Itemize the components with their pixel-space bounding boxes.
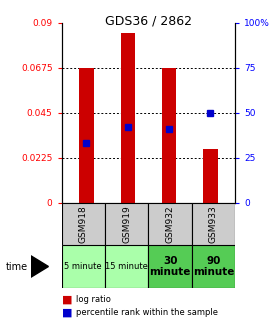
Bar: [148, 203, 192, 245]
Text: 30
minute: 30 minute: [150, 256, 191, 277]
Bar: [79, 68, 94, 203]
Bar: [148, 245, 192, 288]
Text: GSM933: GSM933: [209, 205, 218, 243]
Text: GSM918: GSM918: [79, 205, 88, 243]
Text: time: time: [6, 262, 28, 271]
Bar: [105, 245, 148, 288]
Bar: [105, 203, 148, 245]
Text: ■: ■: [62, 307, 72, 317]
Bar: [62, 203, 105, 245]
Text: 90
minute: 90 minute: [193, 256, 234, 277]
Text: GDS36 / 2862: GDS36 / 2862: [105, 15, 192, 28]
Bar: [192, 203, 235, 245]
Bar: [120, 33, 135, 203]
Text: GSM919: GSM919: [122, 205, 131, 243]
Text: 15 minute: 15 minute: [105, 262, 148, 271]
Bar: [192, 245, 235, 288]
Polygon shape: [31, 256, 48, 277]
Bar: [162, 68, 176, 203]
Text: ■: ■: [62, 294, 72, 304]
Bar: [203, 149, 218, 203]
Text: log ratio: log ratio: [76, 295, 111, 304]
Text: percentile rank within the sample: percentile rank within the sample: [76, 308, 218, 317]
Bar: [62, 245, 105, 288]
Text: 5 minute: 5 minute: [64, 262, 102, 271]
Text: GSM932: GSM932: [165, 205, 175, 243]
